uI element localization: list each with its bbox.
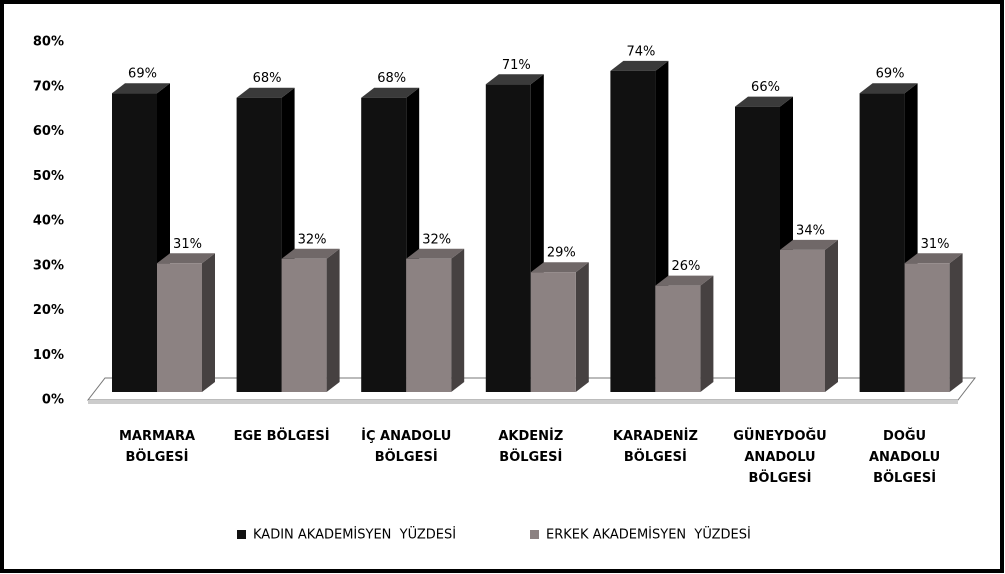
bar-side	[949, 253, 963, 392]
bar	[610, 70, 656, 392]
bar	[485, 84, 531, 393]
y-tick-label: 80%	[33, 35, 64, 50]
y-tick-label: 30%	[33, 258, 64, 273]
bar	[361, 97, 407, 392]
bar	[904, 263, 950, 392]
y-tick-label: 50%	[33, 169, 64, 184]
bar	[406, 258, 452, 392]
value-label: 32%	[298, 232, 327, 247]
legend-swatch	[530, 530, 539, 539]
bar-side	[202, 253, 215, 392]
bar	[735, 106, 780, 393]
bar	[780, 249, 825, 392]
bar-top	[112, 83, 170, 94]
bar-top	[904, 253, 963, 264]
legend-label: KADIN AKADEMİSYEN YÜZDESİ	[253, 526, 456, 543]
bar-top	[157, 253, 215, 264]
y-tick-label: 60%	[33, 124, 64, 139]
value-label: 74%	[626, 44, 655, 59]
bar-top	[859, 83, 918, 94]
x-tick-label: DOĞU ANADOLU BÖLGESİ	[869, 428, 940, 486]
y-tick-label: 20%	[33, 303, 64, 318]
bar-top	[236, 87, 295, 98]
bar	[530, 272, 576, 392]
bar-side	[825, 239, 838, 392]
bar	[236, 97, 282, 392]
value-label: 71%	[502, 58, 531, 73]
value-label: 29%	[547, 246, 576, 261]
bar-side	[326, 248, 340, 392]
y-tick-label: 0%	[42, 393, 64, 408]
value-label: 26%	[671, 259, 700, 274]
x-tick-label: MARMARA BÖLGESİ	[119, 429, 195, 465]
legend-swatch	[237, 530, 246, 539]
bar	[157, 263, 202, 392]
bar	[112, 93, 157, 392]
x-tick-label: AKDENİZ BÖLGESİ	[498, 428, 563, 465]
value-label: 68%	[377, 71, 406, 86]
floor-edge	[88, 400, 958, 404]
bar-top	[530, 262, 589, 273]
legend-label: ERKEK AKADEMİSYEN YÜZDESİ	[546, 526, 751, 543]
value-label: 34%	[796, 223, 825, 238]
bar-top	[655, 275, 714, 286]
x-tick-label: KARADENİZ BÖLGESİ	[613, 428, 698, 465]
bar-top	[281, 248, 340, 259]
x-tick-label: EGE BÖLGESİ	[234, 428, 330, 444]
value-label: 69%	[128, 67, 157, 82]
bar-top	[610, 60, 669, 71]
bar-side	[451, 248, 465, 392]
value-label: 68%	[253, 71, 282, 86]
value-label: 31%	[921, 237, 950, 252]
x-tick-label: GÜNEYDOĞU ANADOLU BÖLGESİ	[733, 428, 826, 486]
value-label: 32%	[422, 232, 451, 247]
y-tick-label: 70%	[33, 79, 64, 94]
y-tick-label: 10%	[33, 348, 64, 363]
bar-top	[780, 239, 838, 250]
bar	[281, 258, 327, 392]
bar-top	[361, 87, 420, 98]
value-label: 31%	[173, 237, 202, 252]
bar-top	[735, 96, 793, 107]
bar-side	[575, 262, 589, 392]
bar-side	[700, 275, 714, 392]
bar-top	[406, 248, 465, 259]
value-label: 66%	[751, 80, 780, 95]
bar-top	[485, 74, 544, 85]
x-tick-label: İÇ ANADOLU BÖLGESİ	[361, 428, 451, 465]
y-tick-label: 40%	[33, 214, 64, 229]
bar	[655, 285, 701, 392]
value-label: 69%	[876, 67, 905, 82]
bar	[859, 93, 905, 392]
